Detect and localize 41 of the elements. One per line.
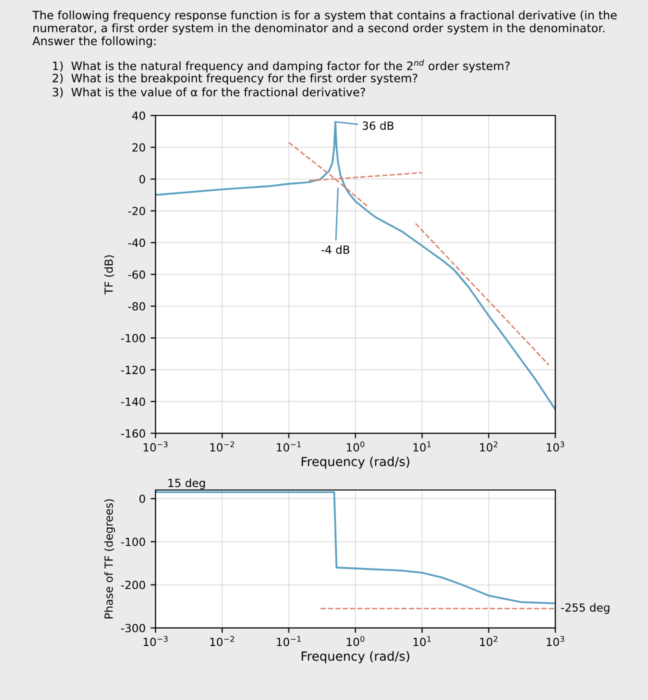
x-tick-label: 10$^{−3}$	[144, 636, 168, 646]
x-tick-label: 10$^{−1}$	[276, 636, 301, 646]
chart-title: The following frequency response function is for a system that contains a fractional derivative (in the numerator, a first order system in the denominator and a second order system in the denominator. Answer the following:	[32, 10, 617, 48]
annotation: 15 deg	[168, 478, 205, 490]
y-tick-label: -100	[121, 538, 146, 546]
x-tick-label: 10$^{−2}$	[210, 636, 234, 646]
annotation: 36 dB	[362, 121, 394, 130]
y-tick-label: -160	[121, 429, 146, 438]
x-axis-title: Frequency (rad/s)	[302, 456, 410, 469]
y-tick-label: 20	[132, 143, 146, 152]
text: 1) What is the natural frequency and damping factor for the 2$^{nd}$ order system?	[53, 60, 510, 72]
x-tick-label: 10$^{3}$	[546, 636, 564, 646]
x-tick-label: 10$^{−1}$	[276, 441, 301, 452]
y-tick-label: 0	[139, 494, 146, 503]
annotation: -4 dB	[321, 245, 350, 254]
y-tick-label: -80	[128, 302, 146, 311]
y-axis-title: TF (dB)	[104, 255, 114, 294]
y-tick-label: -100	[121, 334, 146, 342]
text: 2) What is the breakpoint frequency for the first order system?	[52, 74, 418, 85]
x-tick-label: 10$^{0}$	[346, 441, 364, 452]
y-tick-label: -20	[128, 206, 146, 216]
x-tick-label: 10$^{0}$	[346, 636, 364, 646]
x-tick-label: 10$^{1}$	[414, 636, 431, 646]
y-tick-label: -140	[121, 397, 146, 406]
y-tick-label: -120	[121, 366, 146, 374]
y-tick-label: -40	[128, 238, 146, 247]
x-tick-label: 10$^{−2}$	[210, 441, 234, 452]
y-tick-label: -300	[121, 624, 146, 632]
y-tick-label: 0	[139, 175, 146, 184]
y-axis-title: Phase of TF (degrees)	[104, 499, 116, 618]
x-tick-label: 10$^{−3}$	[144, 441, 168, 452]
x-tick-label: 10$^{2}$	[480, 636, 498, 646]
y-tick-label: -60	[128, 270, 146, 279]
y-tick-label: 40	[132, 111, 146, 120]
x-tick-label: 10$^{3}$	[546, 441, 564, 452]
x-tick-label: 10$^{2}$	[480, 441, 498, 452]
x-axis-title: Frequency (rad/s)	[302, 651, 410, 664]
y-tick-label: -200	[121, 580, 146, 590]
annotation: -255 deg	[561, 603, 610, 614]
text: 3) What is the value of α for the fractional derivative?	[52, 88, 366, 98]
x-tick-label: 10$^{1}$	[414, 441, 431, 452]
